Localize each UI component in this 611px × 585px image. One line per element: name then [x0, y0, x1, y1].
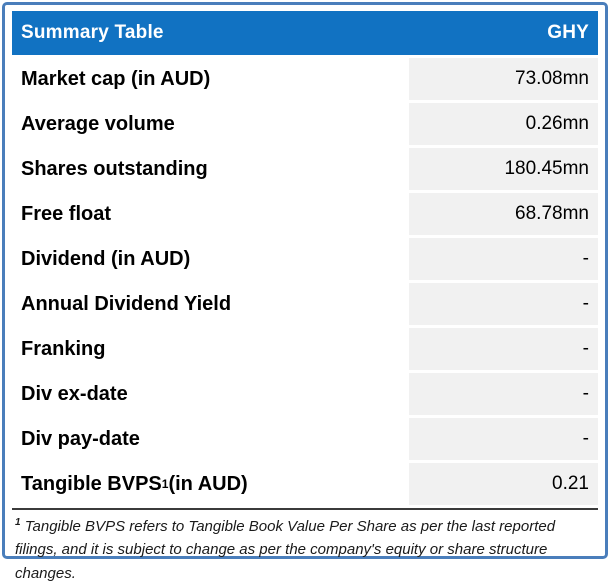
table-row: Div pay-date - — [12, 418, 598, 460]
row-value-free-float: 68.78mn — [409, 193, 598, 235]
row-value-franking: - — [409, 328, 598, 370]
row-label-div-ex-date: Div ex-date — [12, 373, 409, 415]
row-label-div-pay-date: Div pay-date — [12, 418, 409, 460]
footnote-marker: 1 — [15, 517, 21, 528]
table-row: Tangible BVPS 1 (in AUD) 0.21 — [12, 463, 598, 505]
table-row: Average volume 0.26mn — [12, 103, 598, 145]
table-row: Franking - — [12, 328, 598, 370]
table-row: Annual Dividend Yield - — [12, 283, 598, 325]
row-label-free-float: Free float — [12, 193, 409, 235]
table-row: Dividend (in AUD) - — [12, 238, 598, 280]
row-value-market-cap: 73.08mn — [409, 58, 598, 100]
row-value-shares-outstanding: 180.45mn — [409, 148, 598, 190]
table-row: Free float 68.78mn — [12, 193, 598, 235]
table-row: Div ex-date - — [12, 373, 598, 415]
footnote: 1 Tangible BVPS refers to Tangible Book … — [12, 513, 598, 585]
tangible-bvps-label-text: Tangible BVPS — [21, 472, 162, 495]
row-value-average-volume: 0.26mn — [409, 103, 598, 145]
row-value-annual-dividend-yield: - — [409, 283, 598, 325]
row-value-tangible-bvps: 0.21 — [409, 463, 598, 505]
footnote-divider — [12, 508, 598, 510]
row-label-annual-dividend-yield: Annual Dividend Yield — [12, 283, 409, 325]
footnote-text: Tangible BVPS refers to Tangible Book Va… — [15, 518, 556, 582]
row-label-tangible-bvps: Tangible BVPS 1 (in AUD) — [12, 463, 409, 505]
table-title: Summary Table — [21, 22, 164, 43]
table-header: Summary Table GHY — [12, 11, 598, 55]
row-value-div-ex-date: - — [409, 373, 598, 415]
tangible-bvps-label-suffix: (in AUD) — [168, 472, 248, 495]
row-label-franking: Franking — [12, 328, 409, 370]
ticker-symbol: GHY — [547, 22, 589, 43]
table-row: Shares outstanding 180.45mn — [12, 148, 598, 190]
table-row: Market cap (in AUD) 73.08mn — [12, 58, 598, 100]
row-value-div-pay-date: - — [409, 418, 598, 460]
row-label-market-cap: Market cap (in AUD) — [12, 58, 409, 100]
row-label-shares-outstanding: Shares outstanding — [12, 148, 409, 190]
row-label-average-volume: Average volume — [12, 103, 409, 145]
row-label-dividend: Dividend (in AUD) — [12, 238, 409, 280]
row-value-dividend: - — [409, 238, 598, 280]
